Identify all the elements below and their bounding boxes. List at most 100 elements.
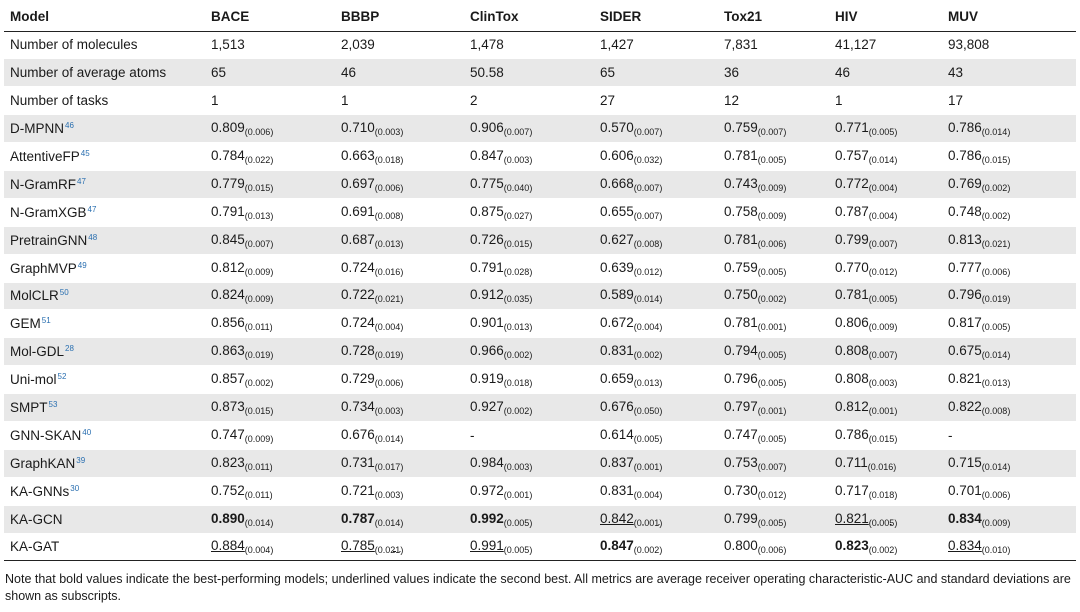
cell-value: 0.722 bbox=[341, 287, 375, 303]
cell-std-dev: (0.009) bbox=[757, 210, 787, 221]
cell-std-dev: (0.006) bbox=[374, 182, 404, 193]
cell-value: 0.691 bbox=[341, 203, 375, 219]
table-cell: 0.786(0.015) bbox=[829, 421, 942, 450]
table-cell: 0.831(0.004) bbox=[594, 477, 718, 506]
table-cell: 0.786(0.015) bbox=[942, 142, 1076, 171]
table-cell: 0.750(0.002) bbox=[718, 282, 829, 311]
cell-std-dev: (0.014) bbox=[868, 155, 898, 165]
cell-value-group: 1 bbox=[211, 93, 219, 108]
cell-value-group: 0.812(0.009) bbox=[211, 260, 273, 277]
table-cell: 0.759(0.007) bbox=[718, 114, 829, 144]
table-cell: 0.676(0.014) bbox=[335, 421, 464, 450]
cell-value: 0.847 bbox=[600, 538, 634, 554]
cell-std-dev: (0.028) bbox=[503, 266, 533, 277]
table-row: Number of molecules 1,513 2,039 1,478 1,427 7… bbox=[4, 31, 1076, 60]
table-cell: 0.717(0.018) bbox=[829, 477, 942, 506]
row-label: GEM51 bbox=[4, 309, 205, 339]
cell-value-group: 43 bbox=[948, 65, 963, 80]
cell-value: 0.747 bbox=[724, 426, 758, 442]
cell-value: 0.796 bbox=[948, 287, 982, 303]
cell-value: 0.614 bbox=[600, 426, 634, 442]
cell-std-dev: (0.005) bbox=[757, 433, 787, 444]
table-cell: 1,478 bbox=[464, 31, 594, 60]
cell-value-group: 0.779(0.015) bbox=[211, 176, 273, 193]
row-label: MolCLR50 bbox=[4, 282, 205, 311]
cell-value: 0.715 bbox=[948, 454, 982, 470]
cell-std-dev: (0.012) bbox=[633, 266, 663, 277]
cell-std-dev: (0.007) bbox=[503, 127, 533, 138]
cell-std-dev: (0.016) bbox=[374, 266, 404, 277]
cell-value: 0.806 bbox=[835, 315, 869, 331]
row-label-text: Mol-GDL bbox=[10, 344, 65, 360]
cell-std-dev: (0.014) bbox=[374, 433, 404, 444]
table-row: MolCLR50 0.824(0.009) 0.722(0.021) 0.912(0.… bbox=[4, 282, 1076, 311]
cell-std-dev: (0.015) bbox=[868, 433, 898, 444]
table-cell: 0.663(0.018) bbox=[335, 142, 464, 171]
cell-value: 0.747 bbox=[211, 426, 245, 442]
table-row: Mol-GDL28 0.863(0.019) 0.728(0.019) 0.966(0… bbox=[4, 337, 1076, 367]
cell-value-group: 27 bbox=[600, 93, 615, 108]
cell-value: 0.813 bbox=[948, 231, 982, 247]
table-cell: 65 bbox=[594, 58, 718, 88]
table-cell: 0.875(0.027) bbox=[464, 198, 594, 227]
cell-value: 17 bbox=[948, 93, 964, 109]
citation-ref: 46 bbox=[65, 121, 74, 131]
table-cell: 0.786(0.014) bbox=[942, 114, 1076, 144]
table-cell: 0.758(0.009) bbox=[718, 198, 829, 227]
cell-value: 0.697 bbox=[341, 175, 375, 191]
table-cell: 0.863(0.019) bbox=[205, 337, 335, 367]
table-cell: 1 bbox=[829, 86, 942, 116]
cell-value-group: 0.747(0.009) bbox=[211, 426, 273, 444]
row-label: N-GramRF47 bbox=[4, 170, 205, 199]
table-cell: 0.809(0.006) bbox=[205, 114, 335, 144]
table-cell: 12 bbox=[718, 86, 829, 116]
table-cell: 0.992(0.005) bbox=[464, 505, 594, 534]
cell-value-group: 0.775(0.040) bbox=[470, 176, 532, 193]
cell-value-group: 0.901(0.013) bbox=[470, 315, 533, 333]
cell-std-dev: (0.035) bbox=[503, 294, 533, 305]
row-label-text: KA-GCN bbox=[10, 511, 63, 527]
cell-std-dev: (0.017) bbox=[374, 461, 404, 472]
header-model: Model bbox=[4, 3, 205, 32]
cell-value-group: 0.799(0.007) bbox=[835, 232, 897, 249]
cell-std-dev: (0.018) bbox=[374, 155, 404, 165]
cell-std-dev: (0.001) bbox=[757, 406, 787, 417]
cell-std-dev: (0.014) bbox=[374, 517, 404, 528]
table-cell: 43 bbox=[942, 58, 1076, 88]
cell-std-dev: (0.009) bbox=[981, 517, 1011, 528]
table-cell: 0.753(0.007) bbox=[718, 449, 829, 478]
cell-value-group: 0.753(0.007) bbox=[724, 455, 786, 472]
cell-std-dev: (0.006) bbox=[244, 127, 274, 138]
table-cell: 0.927(0.002) bbox=[464, 393, 594, 422]
cell-value: 2,039 bbox=[341, 37, 375, 53]
cell-std-dev: (0.002) bbox=[981, 210, 1011, 221]
row-label: Number of tasks bbox=[4, 86, 205, 116]
cell-std-dev: (0.004) bbox=[374, 322, 404, 333]
cell-value: 0.570 bbox=[600, 120, 634, 136]
cell-value-group: 0.663(0.018) bbox=[341, 148, 404, 165]
cell-value-group: 0.808(0.003) bbox=[835, 371, 897, 388]
table-cell: 0.675(0.014) bbox=[942, 337, 1076, 367]
table-cell: 0.906(0.007) bbox=[464, 114, 594, 144]
cell-value-group: 0.787(0.004) bbox=[835, 204, 897, 221]
cell-value-group: 0.627(0.008) bbox=[600, 232, 662, 249]
cell-std-dev: (0.013) bbox=[244, 210, 274, 221]
table-cell: 0.614(0.005) bbox=[594, 421, 718, 450]
cell-value: 0.856 bbox=[211, 315, 245, 331]
row-label-text: PretrainGNN bbox=[10, 232, 88, 248]
table-row: Number of average atoms 65 46 50.58 65 36 46 43 bbox=[4, 58, 1076, 88]
cell-std-dev: (0.005) bbox=[757, 350, 787, 361]
cell-value-group: 0.821(0.005) bbox=[835, 511, 897, 528]
table-cell: 0.823(0.002) bbox=[829, 533, 942, 562]
cell-std-dev: (0.007) bbox=[633, 210, 663, 221]
cell-value-group: 0.834(0.010) bbox=[948, 538, 1010, 555]
cell-value-group: 65 bbox=[600, 65, 615, 80]
cell-value-group: 0.813(0.021) bbox=[948, 231, 1010, 249]
cell-value: 0.927 bbox=[470, 399, 504, 415]
cell-value-group: 0.831(0.002) bbox=[600, 343, 662, 360]
cell-value-group: 0.747(0.005) bbox=[724, 426, 787, 444]
cell-std-dev: (0.014) bbox=[981, 461, 1011, 472]
table-cell: 0.901(0.013) bbox=[464, 309, 594, 339]
cell-std-dev: (0.013) bbox=[503, 322, 533, 333]
citation-ref: 28 bbox=[65, 344, 74, 354]
